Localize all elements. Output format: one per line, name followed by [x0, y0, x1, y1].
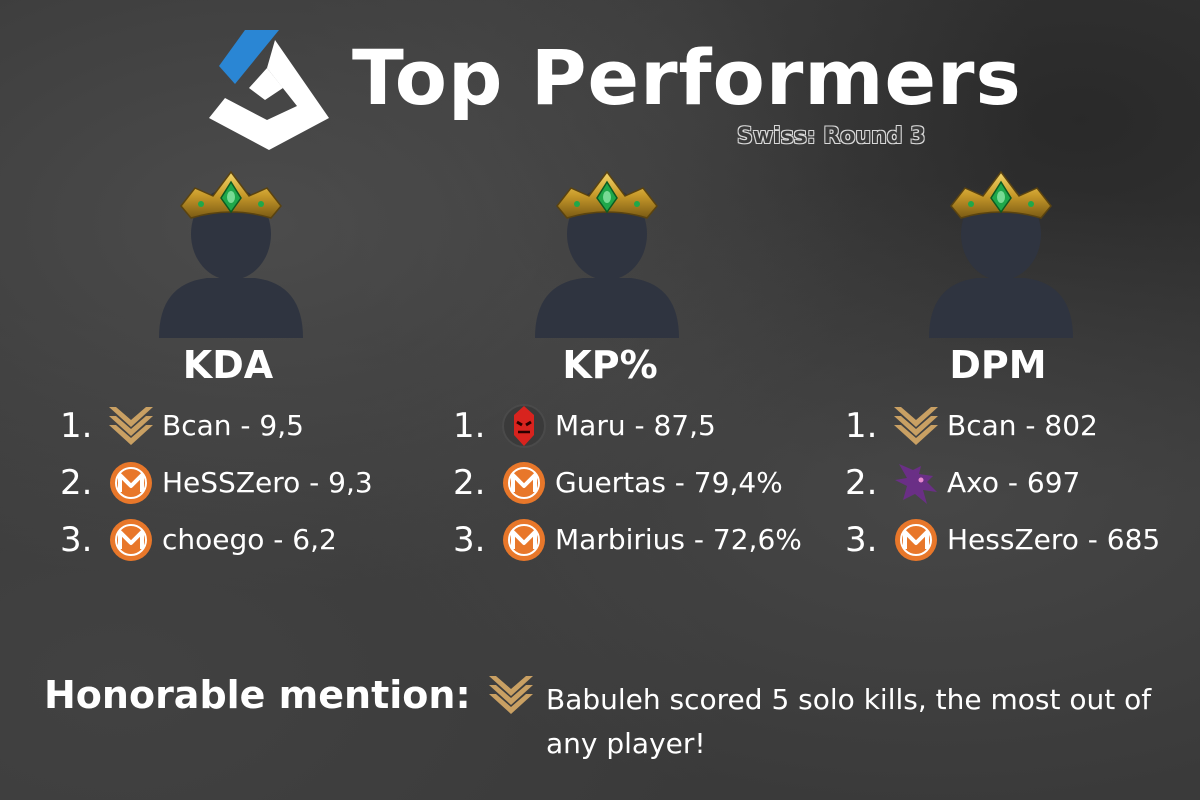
player-stat: Maru - 87,5: [555, 409, 716, 442]
crowned-player-avatar-icon: [151, 168, 311, 344]
gold-chevron-team-icon: [486, 672, 536, 718]
rank-number: 1.: [60, 406, 93, 446]
leaderboard-entry: 1. Maru - 87,5: [453, 403, 716, 449]
orange-m-team-icon: [891, 517, 941, 563]
rank-number: 2.: [60, 463, 93, 503]
leaderboard-entry: 3. choego - 6,2: [60, 517, 337, 563]
leaderboard-entry: 1. Bcan - 802: [845, 403, 1098, 449]
red-mask-team-icon: [499, 403, 549, 449]
player-stat: HessZero - 685: [947, 523, 1161, 556]
gold-chevron-team-icon: [891, 403, 941, 449]
orange-m-team-icon: [499, 460, 549, 506]
rank-number: 3.: [845, 520, 878, 560]
leaderboard-entry: 3. HessZero - 685: [845, 517, 1160, 563]
player-stat: choego - 6,2: [162, 523, 337, 556]
leaderboard-entry: 2. HeSSZero - 9,3: [60, 460, 373, 506]
crowned-player-avatar-icon: [921, 168, 1081, 344]
honorable-mention-title: Honorable mention:: [44, 673, 471, 717]
leaderboard-entry: 3. Marbirius - 72,6%: [453, 517, 802, 563]
player-stat: Bcan - 802: [947, 409, 1098, 442]
leaderboard-entry: 2. Guertas - 79,4%: [453, 460, 783, 506]
category-title: DPM: [949, 343, 1047, 387]
category-title: KP%: [562, 343, 658, 387]
leaderboard-entry: 2. Axo - 697: [845, 460, 1080, 506]
orange-m-team-icon: [106, 517, 156, 563]
league-logo-icon: [209, 30, 329, 150]
honorable-mention-text: Babuleh scored 5 solo kills, the most ou…: [546, 683, 1152, 760]
leaderboard-entry: 1. Bcan - 9,5: [60, 403, 304, 449]
crowned-player-avatar-icon: [527, 168, 687, 344]
rank-number: 2.: [845, 463, 878, 503]
player-stat: Bcan - 9,5: [162, 409, 304, 442]
page-subtitle: Swiss: Round 3: [737, 124, 926, 149]
rank-number: 1.: [453, 406, 486, 446]
orange-m-team-icon: [106, 460, 156, 506]
purple-dragon-team-icon: [891, 460, 941, 506]
orange-m-team-icon: [499, 517, 549, 563]
player-stat: Marbirius - 72,6%: [555, 523, 802, 556]
rank-number: 3.: [60, 520, 93, 560]
rank-number: 3.: [453, 520, 486, 560]
player-stat: Guertas - 79,4%: [555, 466, 783, 499]
rank-number: 1.: [845, 406, 878, 446]
player-stat: HeSSZero - 9,3: [162, 466, 373, 499]
rank-number: 2.: [453, 463, 486, 503]
page-title: Top Performers: [352, 33, 1022, 122]
player-stat: Axo - 697: [947, 466, 1081, 499]
category-title: KDA: [182, 343, 274, 387]
gold-chevron-team-icon: [106, 403, 156, 449]
